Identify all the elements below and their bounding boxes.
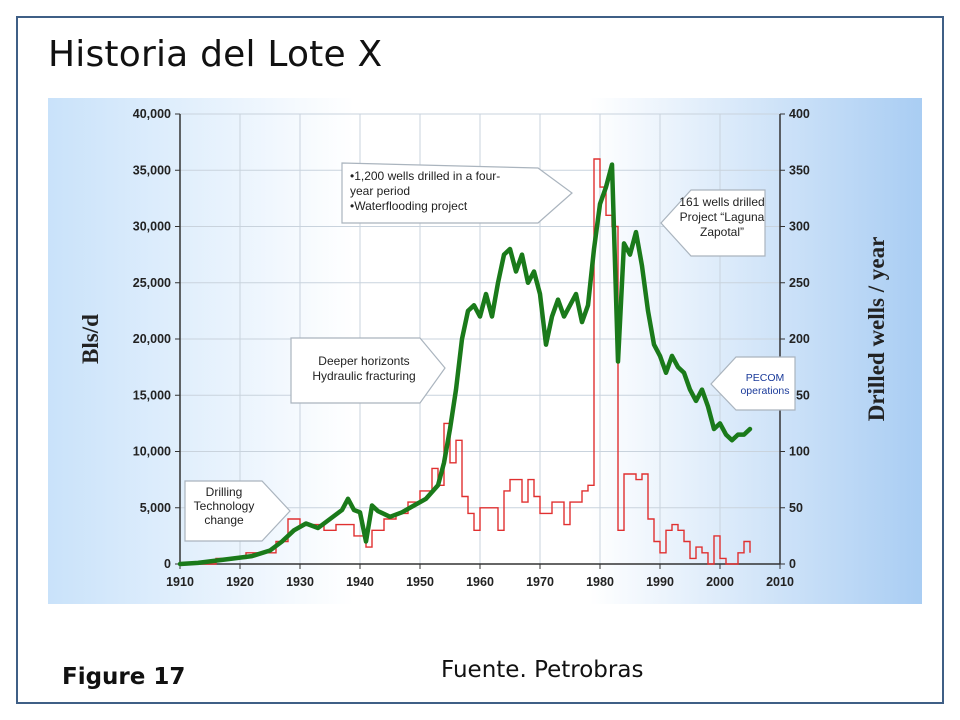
left-tick-label: 35,000	[133, 163, 171, 177]
wells1200-callout-text: •1,200 wells drilled in a four-	[350, 169, 500, 183]
deeper-callout-shape	[290, 337, 446, 404]
pecom-callout-shape	[710, 356, 796, 411]
left-tick-label: 25,000	[133, 276, 171, 290]
x-tick-label: 1910	[166, 575, 194, 589]
oil-production-line	[177, 162, 753, 567]
x-tick-label: 2000	[706, 575, 734, 589]
laguna-callout-text: Zapotal”	[700, 225, 744, 239]
x-tick-label: 1950	[406, 575, 434, 589]
x-tick-label: 1930	[286, 575, 314, 589]
x-tick-label: 1980	[586, 575, 614, 589]
pecom-callout-text: operations	[740, 385, 789, 397]
drilling-callout-text: Drilling	[206, 485, 243, 499]
right-tick-label: 300	[789, 220, 810, 234]
right-tick-label: 100	[789, 445, 810, 459]
laguna-callout-text: 161 wells drilled	[679, 195, 764, 209]
left-tick-label: 5,000	[140, 501, 171, 515]
right-tick-label: 350	[789, 163, 810, 177]
x-tick-label: 1990	[646, 575, 674, 589]
wells1200-callout: •1,200 wells drilled in a four-year peri…	[341, 162, 573, 224]
x-tick-label: 1920	[226, 575, 254, 589]
pecom-callout-text: PECOM	[746, 372, 785, 384]
x-tick-label: 1940	[346, 575, 374, 589]
y-left-axis-title: Bls/d	[78, 314, 103, 364]
wells1200-callout-shape	[341, 162, 573, 224]
wells1200-callout-text: •Waterflooding project	[350, 199, 468, 213]
right-tick-label: 200	[789, 332, 810, 346]
drilling-callout-shape	[184, 480, 291, 542]
x-tick-label: 1970	[526, 575, 554, 589]
laguna-callout-shape	[660, 189, 766, 257]
drilled-wells-line	[180, 158, 751, 565]
deeper-callout-text: Hydraulic fracturing	[312, 369, 415, 383]
chart-panel: 0 5,000 10,000 15,000 20,000 25,000 30,000 35,0…	[48, 98, 922, 604]
left-tick-label: 10,000	[133, 445, 171, 459]
left-tick-label: 0	[164, 557, 171, 571]
x-tick-label: 2010	[766, 575, 794, 589]
wells1200-callout-text: year period	[350, 184, 410, 198]
figure-label: Figure 17	[62, 664, 186, 690]
production-chart: 0 5,000 10,000 15,000 20,000 25,000 30,000 35,0…	[48, 98, 922, 604]
source-caption: Fuente. Petrobras	[441, 657, 644, 683]
left-tick-label: 40,000	[133, 107, 171, 121]
laguna-callout-text: Project “Laguna	[680, 210, 765, 224]
right-tick-label: 50	[789, 501, 803, 515]
y-right-axis-title: Drilled wells / year	[864, 237, 889, 422]
right-tick-label: 0	[789, 557, 796, 571]
right-tick-label: 250	[789, 276, 810, 290]
left-tick-label: 15,000	[133, 388, 171, 402]
drilling-callout-text: change	[204, 513, 244, 527]
drilling-callout-text: Technology	[194, 499, 255, 513]
left-tick-label: 30,000	[133, 220, 171, 234]
right-tick-label: 400	[789, 107, 810, 121]
left-tick-label: 20,000	[133, 332, 171, 346]
slide-title: Historia del Lote X	[48, 34, 383, 75]
x-tick-label: 1960	[466, 575, 494, 589]
deeper-callout-text: Deeper horizonts	[318, 354, 409, 368]
